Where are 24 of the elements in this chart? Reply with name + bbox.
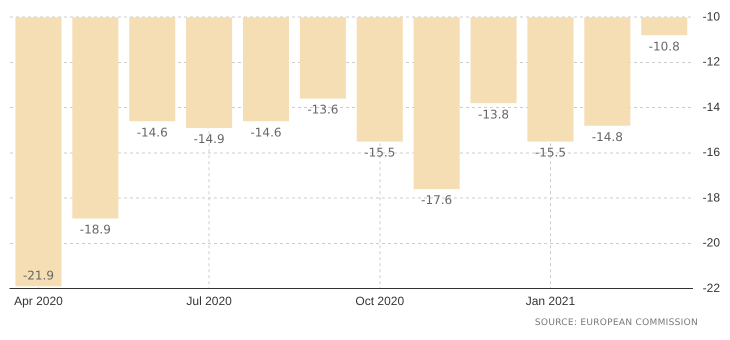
data-label: -14.9	[194, 132, 225, 146]
data-label: -18.9	[80, 222, 111, 237]
data-label: -21.9	[22, 268, 54, 282]
y-tick-label: -10	[702, 10, 720, 24]
data-label: -15.5	[534, 146, 566, 160]
y-tick-label: -18	[702, 190, 720, 204]
data-label: -13.6	[307, 102, 338, 117]
data-label: -14.6	[136, 125, 168, 140]
data-label: -10.8	[648, 39, 680, 54]
x-tick-label: Oct 2020	[355, 294, 404, 308]
y-tick-label: -16	[702, 145, 720, 160]
y-tick-label: -22	[702, 280, 720, 295]
y-tick-label: -14	[702, 100, 720, 114]
data-label: -14.6	[250, 125, 282, 140]
data-label: -13.8	[478, 107, 510, 122]
source-note: SOURCE: EUROPEAN COMMISSION	[534, 318, 698, 328]
x-tick-label: Jan 2021	[526, 294, 576, 308]
data-label: -15.5	[364, 146, 396, 160]
y-tick-label: -12	[702, 54, 720, 69]
x-tick-label: Apr 2020	[14, 294, 64, 308]
x-tick-label: Jul 2020	[186, 294, 232, 308]
data-label: -14.8	[592, 130, 623, 144]
y-tick-label: -20	[702, 236, 720, 250]
data-label: -17.6	[421, 193, 452, 208]
